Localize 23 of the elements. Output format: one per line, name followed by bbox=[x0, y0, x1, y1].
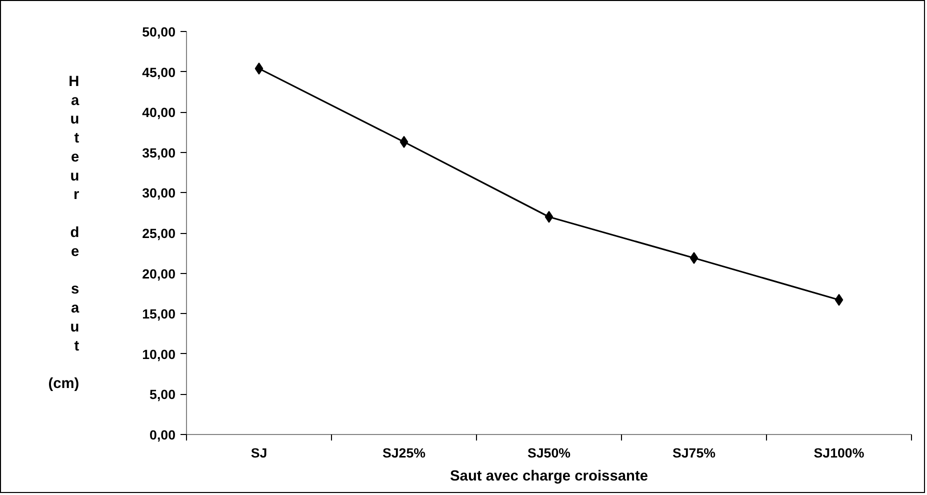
y-tick-label: 40,00 bbox=[142, 105, 176, 120]
point bbox=[690, 252, 698, 264]
y-tick-label: 30,00 bbox=[142, 186, 176, 201]
point bbox=[254, 62, 264, 75]
x-tick-label: SJ75% bbox=[672, 446, 716, 460]
y-tick-label: 25,00 bbox=[142, 226, 176, 241]
y-tick-label: 5,00 bbox=[150, 387, 176, 402]
point bbox=[400, 136, 408, 148]
y-tick-label: 15,00 bbox=[142, 306, 176, 322]
point bbox=[834, 294, 844, 306]
y-tick-label: 20,00 bbox=[142, 266, 176, 282]
x-tick-label: SJ bbox=[250, 446, 268, 460]
y-tick-label: 35,00 bbox=[142, 145, 176, 160]
y-tick-label: 10,00 bbox=[142, 346, 176, 362]
x-tick-label: SJ50% bbox=[528, 446, 571, 460]
x-tick-label: SJ25% bbox=[382, 446, 426, 460]
text: Hauteur de saut (cm) bbox=[48, 74, 80, 392]
point bbox=[544, 210, 554, 223]
y-tick-label: 0,00 bbox=[150, 428, 176, 442]
y-tick-label: 45,00 bbox=[142, 64, 176, 80]
x-axis-title: Saut avec charge croissante bbox=[450, 468, 648, 484]
x-tick-label: SJ100% bbox=[814, 446, 864, 460]
y-tick-label: 50,00 bbox=[142, 24, 176, 40]
